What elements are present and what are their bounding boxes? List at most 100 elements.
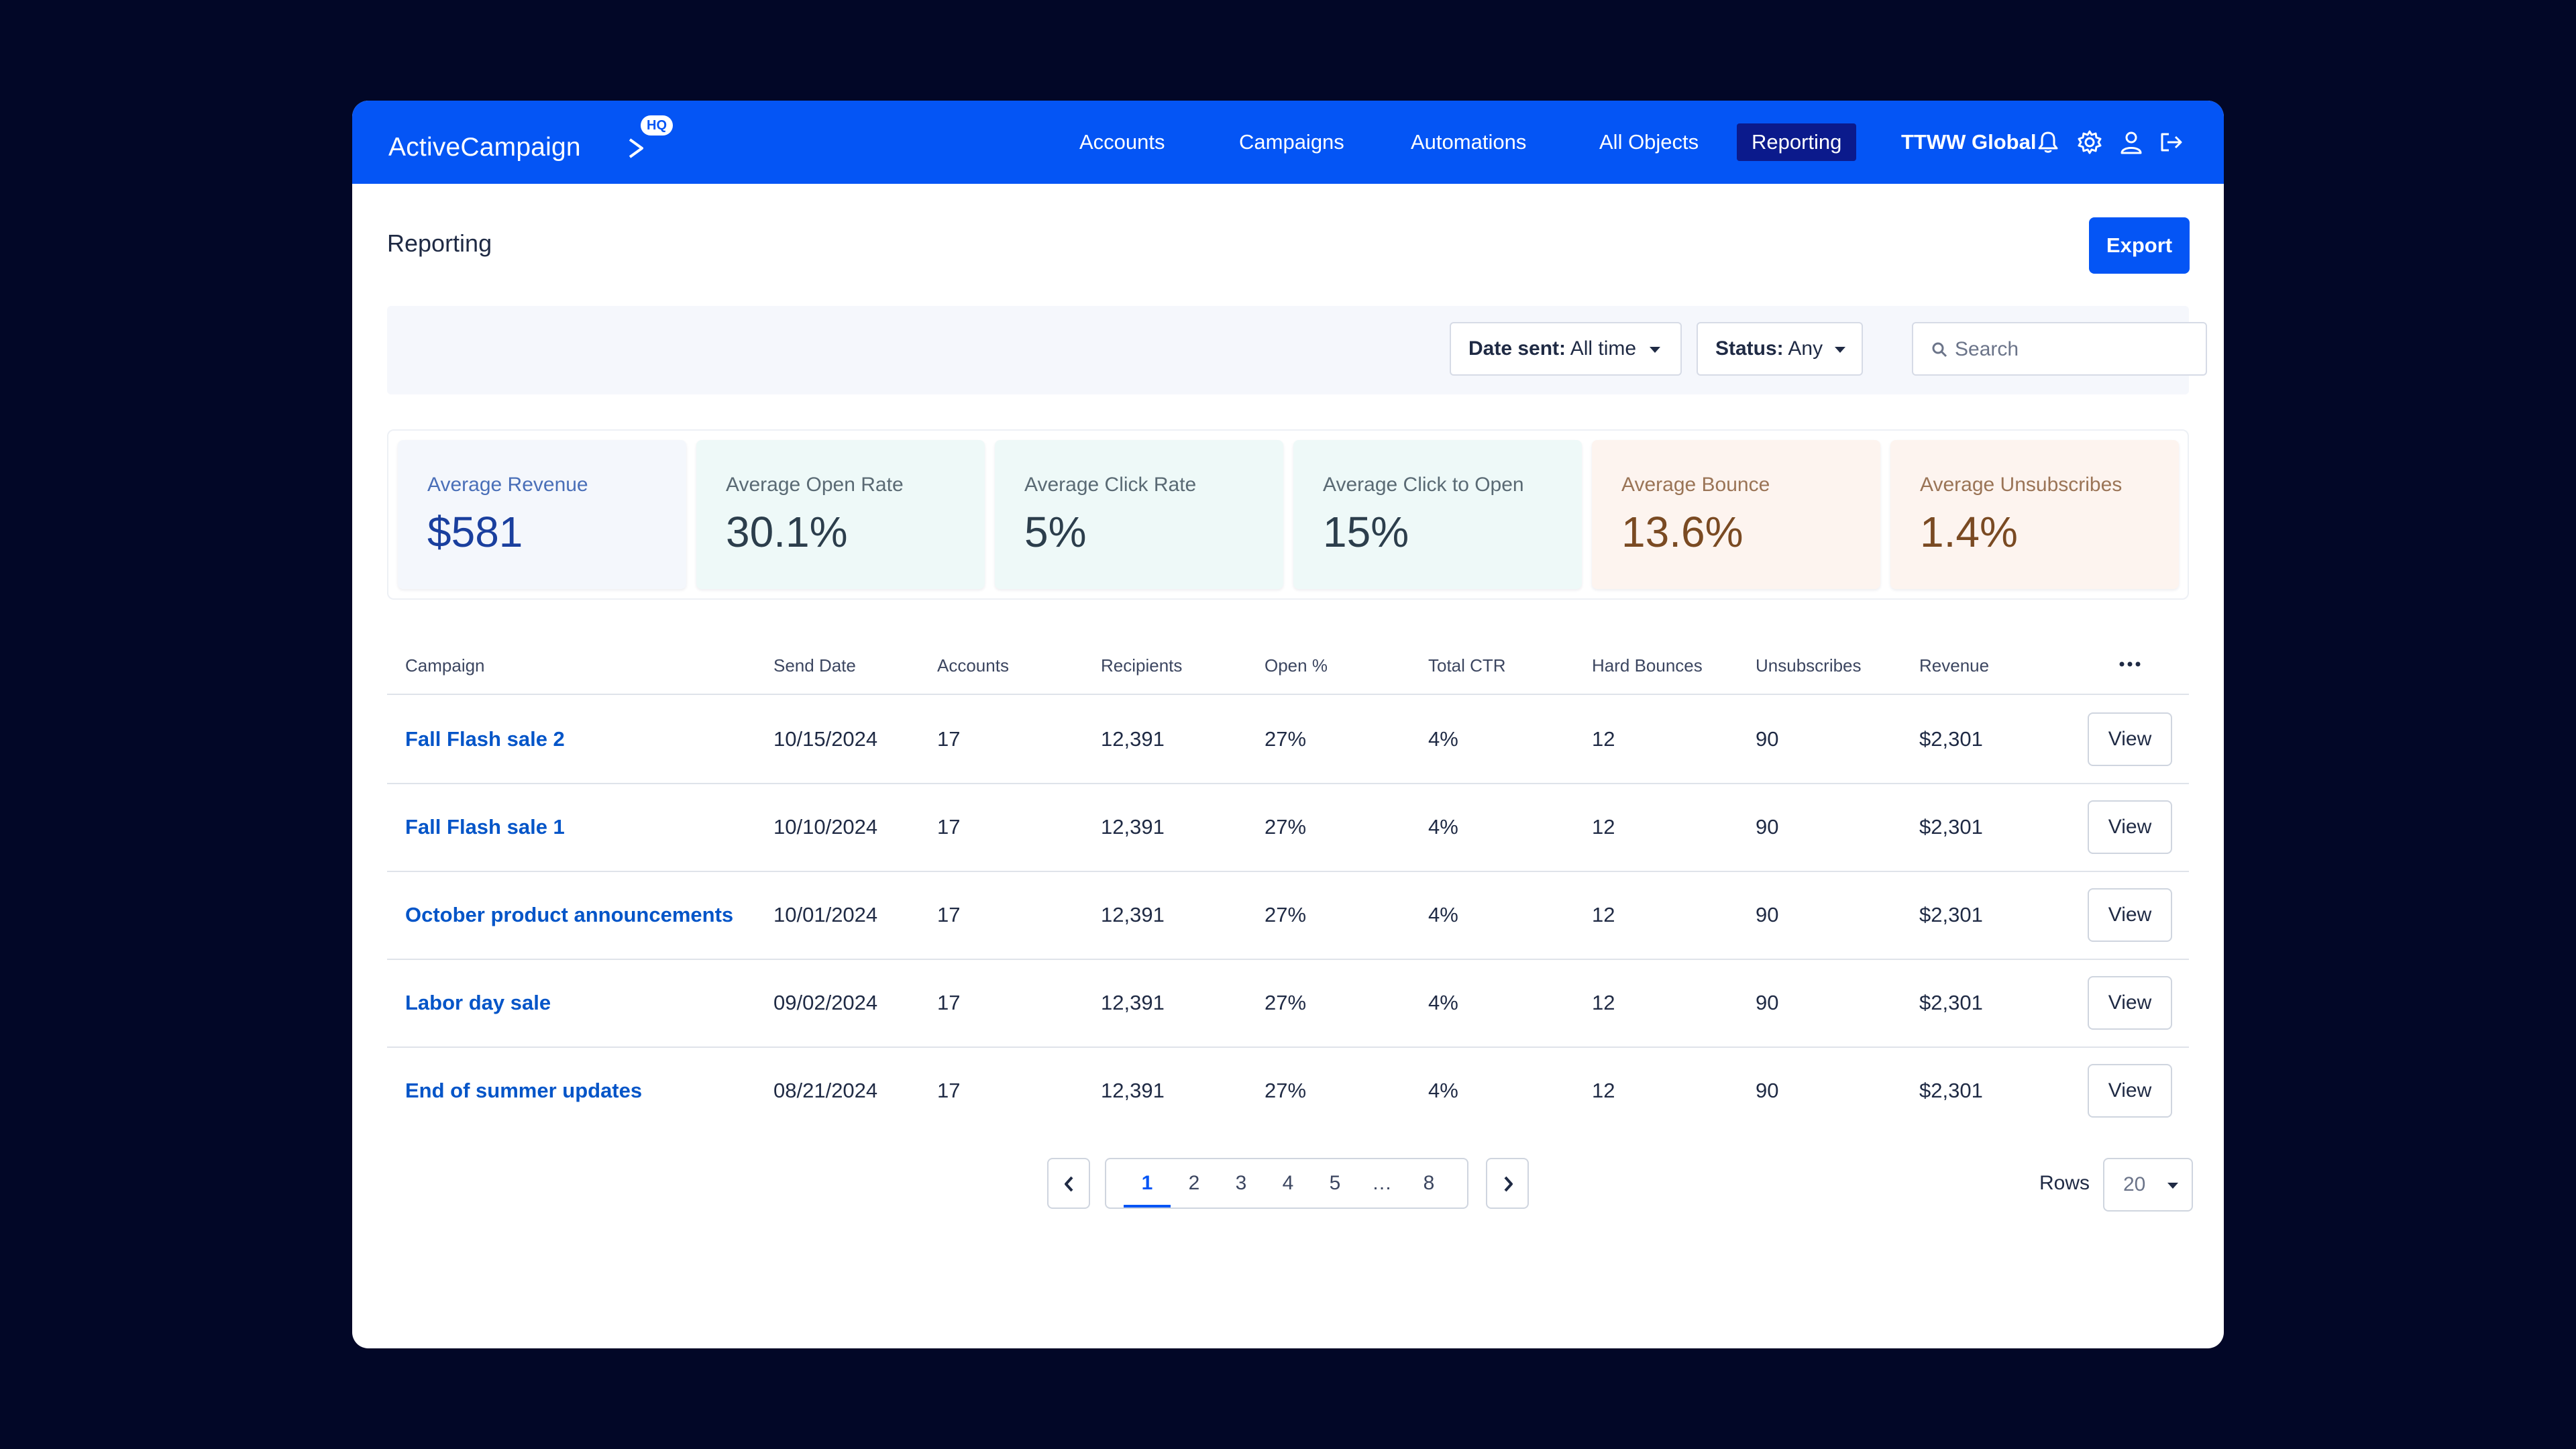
table-row: Labor day sale 09/02/2024 17 12,391 27% … — [387, 959, 2189, 1048]
logo-hq-badge: HQ — [641, 115, 673, 136]
view-button[interactable]: View — [2088, 976, 2172, 1030]
page-8-button[interactable]: 8 — [1423, 1172, 1435, 1194]
page-1-button[interactable]: 1 — [1141, 1172, 1153, 1194]
gear-icon[interactable] — [2076, 129, 2103, 156]
status-select[interactable]: Status: Any — [1697, 322, 1863, 376]
column-header-revenue[interactable]: Revenue — [1919, 655, 1990, 676]
page-4-button[interactable]: 4 — [1282, 1172, 1294, 1194]
cell-accounts: 17 — [937, 815, 961, 839]
bell-icon[interactable] — [2035, 129, 2061, 156]
stat-value: $581 — [427, 508, 523, 556]
stat-label: Average Click Rate — [1024, 474, 1197, 496]
cell-open: 27% — [1265, 727, 1307, 751]
cell-unsubscribes: 90 — [1756, 727, 1779, 751]
page-2-button[interactable]: 2 — [1188, 1172, 1200, 1194]
cell-ctr: 4% — [1428, 903, 1458, 926]
next-page-button[interactable] — [1486, 1158, 1529, 1209]
cell-ctr: 4% — [1428, 1079, 1458, 1102]
date-sent-label: Date sent: — [1468, 337, 1566, 360]
cell-send-date: 10/15/2024 — [773, 727, 878, 751]
cell-hard-bounces: 12 — [1592, 815, 1615, 839]
cell-recipients: 12,391 — [1101, 903, 1165, 926]
campaign-link[interactable]: Labor day sale — [405, 991, 551, 1014]
cell-open: 27% — [1265, 991, 1307, 1014]
top-nav-bar: ActiveCampaign HQ Accounts Campaigns Aut… — [352, 101, 2224, 184]
column-header-open[interactable]: Open % — [1265, 655, 1328, 676]
stat-value: 15% — [1323, 508, 1409, 556]
more-options-icon[interactable] — [2116, 657, 2143, 671]
column-header-unsubscribes[interactable]: Unsubscribes — [1756, 655, 1862, 676]
cell-open: 27% — [1265, 815, 1307, 839]
app-window: ActiveCampaign HQ Accounts Campaigns Aut… — [352, 101, 2224, 1348]
status-value: Any — [1788, 337, 1823, 360]
page-5-button[interactable]: 5 — [1329, 1172, 1341, 1194]
column-header-accounts[interactable]: Accounts — [937, 655, 1009, 676]
cell-ctr: 4% — [1428, 815, 1458, 839]
cell-recipients: 12,391 — [1101, 727, 1165, 751]
nav-automations[interactable]: Automations — [1411, 130, 1527, 154]
nav-campaigns[interactable]: Campaigns — [1239, 130, 1344, 154]
column-header-total-ctr[interactable]: Total CTR — [1428, 655, 1506, 676]
page-title: Reporting — [387, 229, 492, 257]
stats-panel: Average Revenue $581 Average Open Rate 3… — [387, 429, 2189, 600]
table-row: Fall Flash sale 2 10/15/2024 17 12,391 2… — [387, 695, 2189, 784]
cell-accounts: 17 — [937, 991, 961, 1014]
cell-recipients: 12,391 — [1101, 1079, 1165, 1102]
date-sent-select[interactable]: Date sent: All time — [1450, 322, 1682, 376]
campaign-link[interactable]: Fall Flash sale 1 — [405, 815, 565, 839]
nav-reporting[interactable]: Reporting — [1737, 123, 1857, 161]
rows-per-page-select[interactable]: 20 — [2103, 1158, 2193, 1212]
logout-icon[interactable] — [2158, 129, 2185, 156]
cell-hard-bounces: 12 — [1592, 903, 1615, 926]
view-button[interactable]: View — [2088, 888, 2172, 942]
campaign-link[interactable]: End of summer updates — [405, 1079, 643, 1102]
active-page-indicator — [1124, 1205, 1171, 1208]
cell-revenue: $2,301 — [1919, 727, 1983, 751]
search-input[interactable] — [1953, 331, 2198, 368]
column-header-hard-bounces[interactable]: Hard Bounces — [1592, 655, 1703, 676]
chevron-right-icon — [1504, 1176, 1513, 1192]
export-button[interactable]: Export — [2089, 217, 2190, 274]
cell-open: 27% — [1265, 903, 1307, 926]
chevron-down-icon — [1650, 347, 1660, 353]
stat-label: Average Click to Open — [1323, 474, 1524, 496]
cell-hard-bounces: 12 — [1592, 727, 1615, 751]
org-name[interactable]: TTWW Global — [1901, 130, 2037, 154]
stat-card-unsubscribes: Average Unsubscribes 1.4% — [1890, 440, 2179, 589]
cell-revenue: $2,301 — [1919, 1079, 1983, 1102]
stat-label: Average Open Rate — [726, 474, 904, 496]
user-icon[interactable] — [2118, 129, 2145, 156]
search-box[interactable] — [1912, 322, 2207, 376]
campaign-link[interactable]: Fall Flash sale 2 — [405, 727, 565, 751]
column-header-campaign[interactable]: Campaign — [405, 655, 485, 676]
stat-card-click-rate: Average Click Rate 5% — [995, 440, 1283, 589]
rows-label: Rows — [2039, 1172, 2090, 1194]
view-button[interactable]: View — [2088, 712, 2172, 766]
prev-page-button[interactable] — [1047, 1158, 1090, 1209]
table-row: Fall Flash sale 1 10/10/2024 17 12,391 2… — [387, 783, 2189, 872]
logo-text: ActiveCampaign — [388, 133, 581, 162]
page-3-button[interactable]: 3 — [1235, 1172, 1247, 1194]
table-row: End of summer updates 08/21/2024 17 12,3… — [387, 1046, 2189, 1134]
search-icon — [1932, 342, 1947, 358]
cell-hard-bounces: 12 — [1592, 1079, 1615, 1102]
chevron-down-icon — [1835, 347, 1845, 353]
cell-accounts: 17 — [937, 727, 961, 751]
pagination: 1 2 3 4 5 … 8 — [1105, 1158, 1468, 1209]
stat-label: Average Unsubscribes — [1920, 474, 2123, 496]
nav-all-objects[interactable]: All Objects — [1599, 130, 1699, 154]
cell-send-date: 08/21/2024 — [773, 1079, 878, 1102]
campaign-link[interactable]: October product announcements — [405, 903, 734, 926]
cell-unsubscribes: 90 — [1756, 903, 1779, 926]
table-header: Campaign Send Date Accounts Recipients O… — [387, 637, 2189, 695]
view-button[interactable]: View — [2088, 1064, 2172, 1118]
column-header-recipients[interactable]: Recipients — [1101, 655, 1183, 676]
cell-unsubscribes: 90 — [1756, 1079, 1779, 1102]
column-header-send-date[interactable]: Send Date — [773, 655, 856, 676]
date-sent-value: All time — [1570, 337, 1637, 360]
nav-accounts[interactable]: Accounts — [1079, 130, 1165, 154]
stat-card-revenue: Average Revenue $581 — [398, 440, 686, 589]
cell-revenue: $2,301 — [1919, 815, 1983, 839]
cell-open: 27% — [1265, 1079, 1307, 1102]
view-button[interactable]: View — [2088, 800, 2172, 854]
